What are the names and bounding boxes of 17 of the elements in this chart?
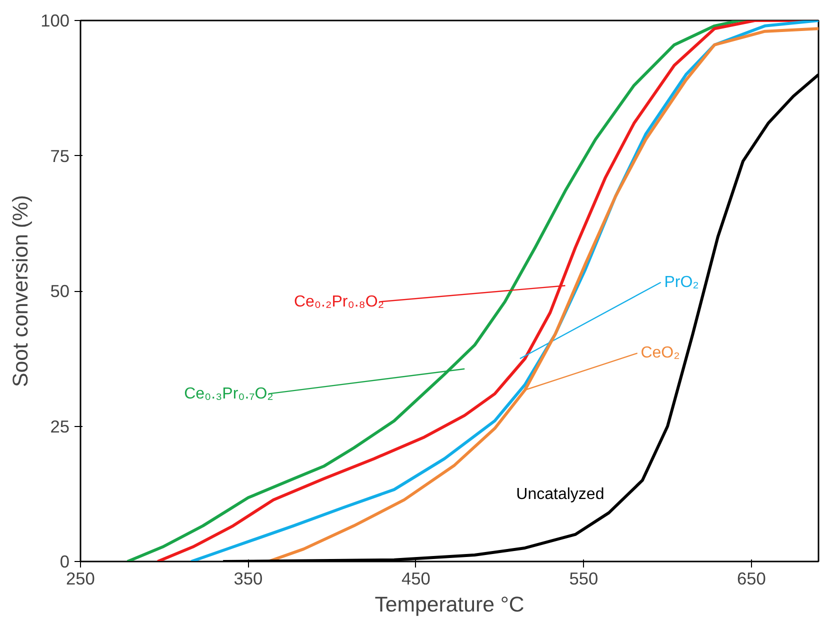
x-tick-label: 550 (569, 568, 598, 588)
y-tick-label: 75 (50, 146, 70, 166)
text: Ce₀.₃Pr₀.₇O₂ (184, 385, 274, 402)
x-tick-label: 350 (234, 568, 263, 588)
series-label: Uncatalyzed (516, 486, 604, 503)
text: CeO₂ (640, 344, 680, 362)
x-tick-label: 250 (66, 568, 95, 588)
x-axis-title: Temperature °C (374, 592, 524, 616)
text: Ce₀.₂Pr₀.₈O₂ (294, 293, 384, 310)
y-tick-label: 0 (60, 552, 70, 572)
y-tick-label: 50 (50, 281, 70, 301)
y-tick-label: 25 (50, 416, 70, 436)
y-axis-title: Soot conversion (%) (8, 194, 33, 388)
y-tick-label: 100 (40, 10, 70, 30)
x-tick-label: 650 (736, 568, 766, 588)
x-tick-label: 450 (402, 568, 430, 588)
text: PrO₂ (664, 274, 699, 291)
